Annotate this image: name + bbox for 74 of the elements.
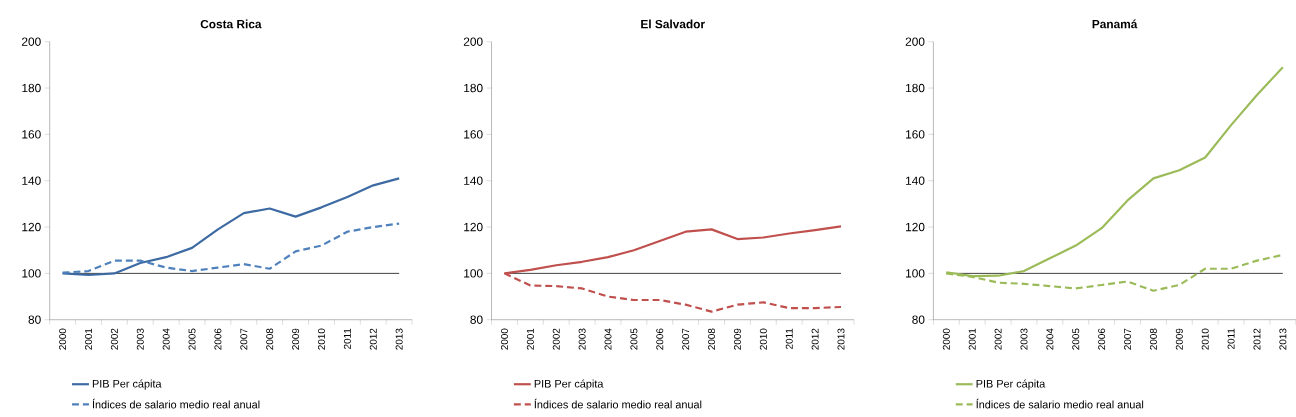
y-tick-label: 160 <box>22 130 41 139</box>
x-tick-label: 2009 <box>733 328 741 350</box>
x-tick-label: 2007 <box>1124 328 1132 350</box>
y-tick-label: 180 <box>464 83 483 93</box>
x-tick-label: 2004 <box>162 328 170 350</box>
x-tick-label: 2009 <box>1175 328 1183 350</box>
y-tick-label: 120 <box>906 222 925 232</box>
x-tick-label: 2008 <box>1149 328 1157 350</box>
x-tick-label: 2006 <box>1098 328 1106 350</box>
x-tick-label: 2010 <box>1201 328 1209 350</box>
y-tick-label: 160 <box>464 130 483 139</box>
x-tick-label: 2006 <box>656 328 664 350</box>
y-tick-label: 100 <box>906 269 925 278</box>
x-tick-label: 2007 <box>240 328 248 350</box>
x-tick-label: 2004 <box>1046 328 1054 350</box>
y-tick-label: 140 <box>22 176 41 185</box>
x-tick-label: 2012 <box>369 328 377 350</box>
x-tick-label: 2011 <box>1227 328 1235 349</box>
legend-label: Índices de salario medio real anual <box>92 398 260 409</box>
x-tick-label: 2012 <box>811 328 819 350</box>
y-tick-label: 180 <box>22 83 41 93</box>
x-tick-label: 2008 <box>266 328 274 350</box>
y-tick-label: 100 <box>22 269 41 278</box>
x-tick-label: 2013 <box>837 328 845 350</box>
y-tick-label: 200 <box>905 37 925 46</box>
x-tick-label: 2009 <box>292 328 300 350</box>
chart-title: El Salvador <box>641 19 705 29</box>
x-tick-label: 2012 <box>1253 328 1261 350</box>
x-tick-label: 2003 <box>136 328 144 350</box>
y-tick-label: 140 <box>464 176 483 185</box>
y-tick-label: 120 <box>22 222 41 232</box>
y-tick-label: 200 <box>22 37 41 46</box>
x-tick-label: 2003 <box>578 328 586 350</box>
x-tick-label: 2002 <box>552 328 560 350</box>
chart-title: Panamá <box>1092 19 1138 29</box>
line-series <box>61 177 401 277</box>
legend-label: PIB Per cápita <box>976 379 1046 390</box>
x-tick-label: 2004 <box>604 328 612 350</box>
x-tick-label: 2013 <box>1279 328 1287 350</box>
x-tick-label: 2005 <box>1072 328 1080 350</box>
x-tick-label: 2006 <box>214 328 222 350</box>
x-tick-label: 2010 <box>317 328 325 350</box>
legend-label: PIB Per cápita <box>92 379 162 390</box>
x-tick-label: 2000 <box>59 328 67 350</box>
y-tick-label: 140 <box>906 176 925 185</box>
x-tick-label: 2000 <box>500 328 508 350</box>
y-tick-label: 80 <box>470 315 483 324</box>
y-tick-label: 80 <box>28 315 41 324</box>
x-tick-label: 2013 <box>395 328 403 350</box>
x-tick-label: 2005 <box>630 328 638 350</box>
x-tick-label: 2003 <box>1020 328 1028 350</box>
chart-title: Costa Rica <box>200 19 262 29</box>
y-tick-label: 160 <box>906 130 925 139</box>
x-tick-label: 2001 <box>84 328 92 350</box>
x-tick-label: 2011 <box>343 328 351 349</box>
y-tick-label: 80 <box>912 315 925 324</box>
y-tick-label: 100 <box>464 269 483 278</box>
x-tick-label: 2002 <box>994 328 1002 350</box>
legend-label: Índices de salario medio real anual <box>534 398 702 409</box>
x-tick-label: 2008 <box>708 328 716 350</box>
legend-label: PIB Per cápita <box>534 379 604 390</box>
x-tick-label: 2011 <box>785 328 793 349</box>
line-series <box>61 222 401 274</box>
x-tick-label: 2010 <box>759 328 767 350</box>
x-tick-label: 2000 <box>942 328 950 350</box>
x-tick-label: 2005 <box>188 328 196 350</box>
y-tick-label: 200 <box>463 37 483 46</box>
x-tick-label: 2002 <box>110 328 118 350</box>
x-tick-label: 2001 <box>526 328 534 350</box>
y-tick-label: 180 <box>906 83 925 93</box>
legend-label: Índices de salario medio real anual <box>976 398 1144 409</box>
y-tick-label: 120 <box>464 222 483 232</box>
x-tick-label: 2001 <box>968 328 976 350</box>
x-tick-label: 2007 <box>682 328 690 350</box>
